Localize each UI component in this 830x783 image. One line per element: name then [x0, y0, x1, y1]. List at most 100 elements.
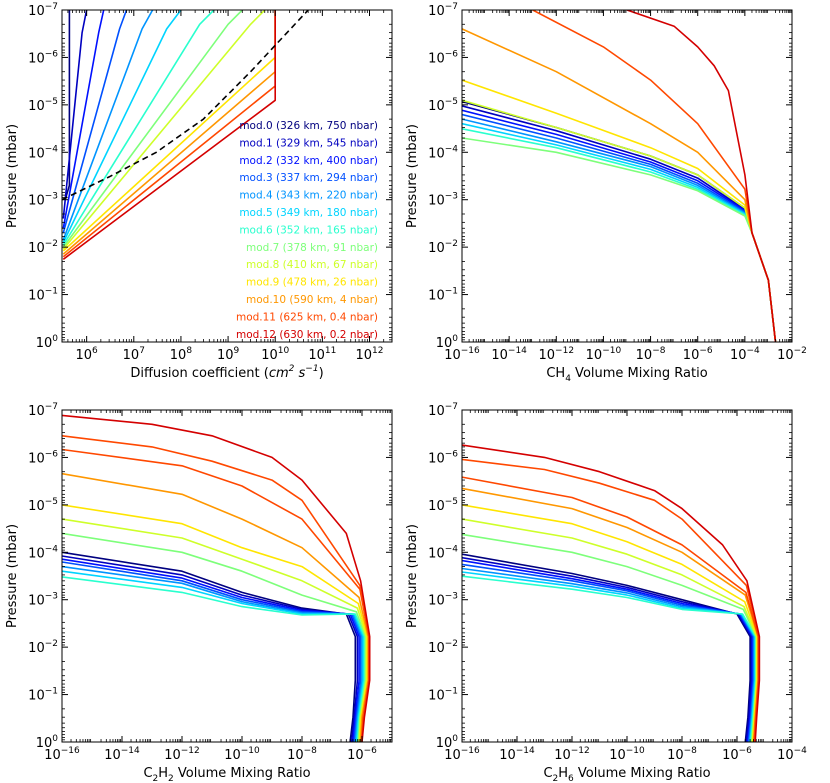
y-tick-label: 10−3	[28, 192, 58, 209]
legend-entry: mod.6 (352 km, 165 nbar)	[239, 224, 378, 236]
plot-frame	[61, 9, 393, 343]
series-line-3	[462, 113, 777, 342]
x-tick-label: 10−6	[683, 346, 713, 363]
series-line-3	[62, 561, 362, 742]
legend-entry: mod.11 (625 km, 0.4 nbar)	[236, 311, 378, 323]
series-line-10	[462, 28, 777, 342]
series-line-8	[62, 518, 368, 742]
x-tick-label: 106	[76, 346, 99, 363]
series-line-6	[462, 575, 757, 742]
x-axis-label: Diffusion coefficient (cm2 s−1)	[130, 364, 323, 381]
y-tick-label: 10−7	[428, 2, 458, 19]
x-axis-label: C2H6 Volume Mixing Ratio	[543, 766, 710, 783]
series-line-3	[62, 10, 128, 234]
x-tick-label: 1011	[308, 346, 336, 363]
y-tick-label: 10−5	[428, 497, 458, 514]
series-line-1	[462, 105, 777, 342]
series-line-12	[462, 458, 760, 742]
y-tick-label: 10−3	[428, 592, 458, 609]
x-tick-label: 10−6	[347, 746, 377, 763]
series-group	[462, 10, 777, 342]
series-line-10	[62, 472, 369, 742]
x-tick-label: 1012	[356, 346, 384, 363]
legend-entry: mod.7 (378 km, 91 nbar)	[246, 242, 378, 254]
series-line-3	[462, 563, 755, 742]
y-tick-label: 10−2	[428, 639, 458, 656]
y-tick-label: 10−1	[428, 287, 458, 304]
y-tick-label: 10−6	[28, 49, 58, 66]
series-line-12	[62, 10, 277, 260]
y-tick-label: 10−7	[28, 2, 58, 19]
legend-entry: mod.9 (478 km, 26 nbar)	[246, 277, 378, 289]
series-line-7	[62, 10, 243, 248]
x-tick-label: 10−6	[722, 746, 752, 763]
legend-entry: mod.1 (329 km, 545 nbar)	[239, 137, 378, 149]
y-tick-label: 10−4	[428, 544, 458, 561]
series-line-13	[62, 414, 371, 742]
series-line-5	[462, 122, 777, 342]
plot-frame	[61, 409, 393, 743]
y-tick-label: 10−2	[428, 239, 458, 256]
y-tick-label: 10−5	[28, 497, 58, 514]
y-tick-label: 10−4	[28, 544, 58, 561]
y-tick-label: 10−6	[28, 449, 58, 466]
x-axis-label: CH4 Volume Mixing Ratio	[546, 366, 707, 384]
minor-ticks	[462, 410, 792, 742]
x-tick-label: 107	[123, 346, 145, 363]
y-tick-label: 100	[436, 734, 459, 751]
x-tick-label: 10−14	[104, 746, 140, 763]
series-line-7	[462, 137, 777, 342]
x-tick-label: 10−14	[491, 346, 527, 363]
y-tick-label: 100	[436, 334, 459, 351]
minor-ticks	[62, 10, 392, 342]
y-axis-label: Pressure (mbar)	[405, 524, 420, 628]
x-tick-label: 10−12	[539, 346, 575, 363]
y-axis-label: Pressure (mbar)	[5, 524, 20, 628]
series-group	[62, 414, 371, 742]
y-tick-label: 10−1	[28, 687, 58, 704]
x-tick-label: 10−2	[777, 346, 807, 363]
x-tick-label: 10−10	[586, 346, 622, 363]
series-line-1	[62, 555, 359, 742]
series-line-1	[62, 10, 88, 219]
series-line-2	[62, 10, 105, 229]
legend-entry: mod.10 (590 km, 4 nbar)	[246, 294, 378, 306]
x-tick-label: 10−12	[554, 746, 590, 763]
series-line-8	[462, 518, 758, 742]
x-tick-label: 10−10	[224, 746, 260, 763]
chart-c2h2: 10−16 10−14 10−12 10−10 10−8 10−6 10−7 10−6 10−5…	[5, 402, 393, 783]
series-group	[62, 10, 309, 260]
legend-entry: mod.8 (410 km, 67 nbar)	[246, 259, 378, 271]
series-line-0	[62, 551, 357, 742]
series-line-6	[62, 576, 366, 742]
y-tick-label: 10−2	[28, 239, 58, 256]
y-axis-label: Pressure (mbar)	[405, 124, 420, 228]
series-line-4	[62, 565, 363, 742]
series-line-5	[62, 570, 365, 742]
chart-c2h6: 10−16 10−14 10−12 10−10 10−8 10−6 10−4 10−7 10−6…	[405, 402, 807, 783]
y-tick-label: 100	[36, 334, 59, 351]
y-tick-label: 100	[36, 734, 59, 751]
series-group	[462, 444, 761, 742]
series-line-4	[62, 10, 154, 241]
y-tick-label: 10−6	[428, 449, 458, 466]
y-tick-label: 10−3	[428, 192, 458, 209]
y-tick-label: 10−3	[28, 592, 58, 609]
legend-entry: mod.3 (337 km, 294 nbar)	[239, 172, 378, 184]
plot-frame	[461, 9, 793, 343]
x-tick-label: 10−16	[444, 346, 480, 363]
series-line-9	[462, 79, 777, 342]
x-axis-label: C2H2 Volume Mixing Ratio	[143, 766, 310, 783]
x-tick-label: 10−8	[636, 346, 666, 363]
y-tick-label: 10−4	[28, 144, 58, 161]
series-line-11	[62, 10, 277, 258]
x-tick-label: 1010	[261, 346, 289, 363]
x-tick-label: 10−10	[609, 746, 645, 763]
legend-entry: mod.0 (326 km, 750 nbar)	[239, 120, 378, 132]
legend-entry: mod.5 (349 km, 180 nbar)	[239, 207, 378, 219]
series-line-12	[626, 10, 777, 342]
y-axis-label: Pressure (mbar)	[5, 124, 20, 228]
y-tick-label: 10−1	[28, 287, 58, 304]
y-tick-label: 10−7	[428, 402, 458, 419]
